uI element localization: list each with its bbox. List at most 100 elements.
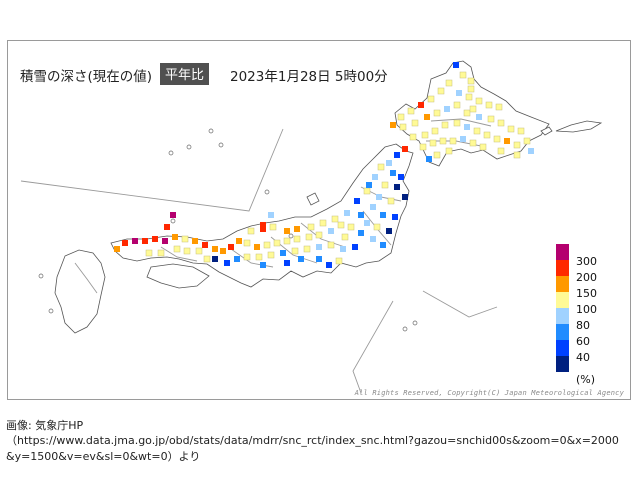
islet-a-island <box>218 142 224 148</box>
station-marker <box>394 184 400 190</box>
station-marker <box>319 219 327 227</box>
station-marker <box>273 239 281 247</box>
station-marker <box>364 220 370 226</box>
station-marker <box>437 87 445 95</box>
station-marker <box>260 222 266 228</box>
station-marker <box>528 148 534 154</box>
legend-label: 100 <box>576 303 597 316</box>
station-marker <box>469 139 477 147</box>
pref-line <box>362 210 392 246</box>
sea-boundary-line-east <box>422 290 498 318</box>
station-marker <box>475 97 483 105</box>
source-label: 画像: 気象庁HP <box>6 419 84 432</box>
station-marker <box>386 228 392 234</box>
station-marker <box>473 127 481 135</box>
station-marker <box>294 226 300 232</box>
pref-line <box>160 246 198 262</box>
station-marker <box>493 135 501 143</box>
station-marker <box>328 228 334 234</box>
station-marker <box>373 223 381 231</box>
station-marker <box>456 90 462 96</box>
station-marker <box>513 141 521 149</box>
station-marker <box>284 228 290 234</box>
legend-swatch <box>556 340 569 356</box>
station-marker <box>255 253 263 261</box>
okushiri-island <box>186 144 192 150</box>
oki-islet-island <box>264 189 270 195</box>
station-marker <box>380 212 386 218</box>
station-marker <box>316 256 322 262</box>
station-marker <box>398 174 404 180</box>
pref-line <box>430 118 492 127</box>
station-marker <box>202 242 208 248</box>
station-marker <box>347 223 355 231</box>
station-marker <box>228 244 234 250</box>
station-marker <box>507 125 515 133</box>
sado-island <box>306 192 320 206</box>
station-marker <box>397 113 405 121</box>
station-marker <box>331 215 339 223</box>
station-marker <box>122 240 128 246</box>
islet-b-island <box>208 128 214 134</box>
legend-swatch <box>556 324 569 340</box>
station-marker <box>132 238 138 244</box>
station-marker <box>426 156 432 162</box>
legend-label: 80 <box>576 319 590 332</box>
pref-line <box>74 262 98 294</box>
station-marker <box>358 230 364 236</box>
station-marker <box>513 151 521 159</box>
source-url: （https://www.data.jma.go.jp/obd/stats/da… <box>6 434 619 463</box>
station-marker <box>469 105 477 113</box>
snow-depth-map-panel: 積雪の深さ(現在の値) 平年比 2023年1月28日 5時00分 300 200 1… <box>7 40 631 400</box>
station-marker <box>280 250 286 256</box>
station-marker <box>444 106 450 112</box>
japan-land <box>38 60 603 334</box>
station-marker <box>460 136 466 142</box>
station-marker <box>380 242 386 248</box>
legend-label: 200 <box>576 271 597 284</box>
map-title: 積雪の深さ(現在の値) <box>20 69 153 85</box>
station-marker <box>449 137 457 145</box>
station-marker <box>340 246 346 252</box>
station-marker <box>390 122 396 128</box>
station-marker <box>234 256 240 262</box>
shikoku-outline <box>146 263 210 289</box>
station-marker <box>267 251 275 259</box>
station-marker <box>424 114 430 120</box>
station-marker <box>370 236 376 242</box>
station-marker <box>497 119 505 127</box>
station-marker <box>291 247 299 255</box>
station-marker <box>298 256 304 262</box>
station-marker <box>411 119 419 127</box>
station-marker <box>173 245 181 253</box>
station-marker <box>326 262 332 268</box>
sea-boundary-line-north <box>20 128 284 212</box>
legend-swatch <box>556 260 569 276</box>
station-marker <box>453 119 461 127</box>
station-marker <box>192 238 198 244</box>
station-marker <box>467 85 475 93</box>
station-marker <box>523 137 531 145</box>
station-marker <box>377 163 385 171</box>
station-marker <box>220 248 226 254</box>
station-markers <box>114 62 534 268</box>
station-marker <box>366 182 372 188</box>
station-marker <box>315 231 323 239</box>
station-marker <box>284 260 290 266</box>
station-marker <box>427 95 435 103</box>
tsushima-island <box>38 273 44 279</box>
station-marker <box>303 245 311 253</box>
station-marker <box>459 71 467 79</box>
station-marker <box>376 194 382 200</box>
station-marker <box>268 212 274 218</box>
station-marker <box>243 253 251 261</box>
kyushu-outline <box>54 249 106 334</box>
legend-label: 150 <box>576 287 597 300</box>
station-marker <box>145 249 153 257</box>
station-marker <box>243 239 251 247</box>
japan-map <box>20 60 603 394</box>
station-marker <box>263 241 271 249</box>
station-marker <box>247 227 255 235</box>
station-marker <box>316 244 322 250</box>
station-marker <box>212 256 218 262</box>
